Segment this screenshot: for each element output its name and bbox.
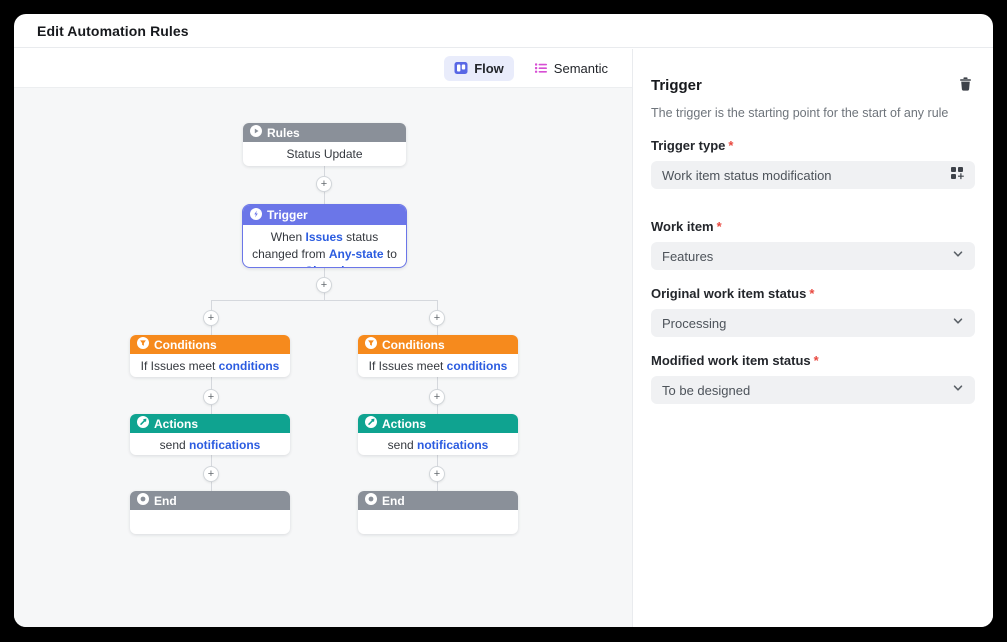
node-conditions-title: Conditions: [154, 337, 217, 352]
node-rules[interactable]: Rules Status Update: [243, 123, 406, 166]
node-end-left[interactable]: End: [130, 491, 290, 534]
add-node-button[interactable]: +: [203, 389, 219, 405]
node-end-title: End: [382, 493, 405, 508]
node-conditions-left[interactable]: Conditions If Issues meet conditions: [130, 335, 290, 377]
lightning-icon: [250, 207, 262, 223]
node-actions-title: Actions: [382, 416, 427, 431]
conditions-text: If Issues meet: [140, 359, 219, 373]
node-conditions-body: If Issues meet conditions: [130, 354, 290, 377]
conditions-text: If Issues meet: [368, 359, 447, 373]
trigger-text: to: [383, 246, 397, 261]
required-marker: *: [809, 286, 815, 301]
play-icon: [250, 125, 262, 140]
node-end-body: [130, 510, 290, 520]
node-actions-body: send notifications: [130, 433, 290, 455]
node-conditions-title: Conditions: [382, 337, 445, 352]
original-status-value: Processing: [662, 315, 727, 331]
chevron-down-icon: [952, 381, 964, 399]
stop-circle-icon: [365, 493, 377, 508]
actions-text: send: [387, 438, 417, 452]
trigger-text: status changed from: [252, 230, 379, 261]
filter-icon: [137, 337, 149, 352]
wrench-icon: [137, 416, 149, 431]
notifications-link[interactable]: notifications: [189, 438, 261, 452]
node-actions-right[interactable]: Actions send notifications: [358, 414, 518, 455]
add-node-button[interactable]: +: [316, 277, 332, 293]
trigger-text: When: [270, 230, 306, 244]
trigger-issues-link[interactable]: Issues: [305, 230, 343, 244]
filter-icon: [365, 337, 377, 352]
label-text: Original work item status: [651, 286, 807, 301]
trigger-closed-link[interactable]: Closed: [304, 264, 344, 267]
flow-canvas: + + + + + + + + Rules Status Update: [14, 88, 632, 627]
node-trigger-title: Trigger: [267, 208, 308, 222]
node-trigger[interactable]: Trigger When Issues status changed from …: [242, 204, 407, 268]
notifications-link[interactable]: notifications: [417, 438, 489, 452]
trigger-type-value: Work item status modification: [662, 167, 832, 183]
label-text: Trigger type: [651, 138, 726, 153]
required-marker: *: [728, 138, 734, 153]
label-text: Work item: [651, 219, 714, 234]
node-end-body: [358, 510, 518, 520]
stop-circle-icon: [137, 493, 149, 508]
chevron-down-icon: [952, 314, 964, 332]
flow-icon: [454, 61, 468, 75]
page-title: Edit Automation Rules: [37, 22, 189, 39]
node-actions-body: send notifications: [358, 433, 518, 455]
delete-trigger-button[interactable]: [956, 74, 975, 97]
node-actions-left[interactable]: Actions send notifications: [130, 414, 290, 455]
edit-automation-rules-dialog: Edit Automation Rules Flow Semantic: [14, 14, 993, 627]
work-item-select[interactable]: Features: [651, 242, 975, 270]
add-node-button[interactable]: +: [316, 176, 332, 192]
trigger-config-panel: Trigger The trigger is the starting poin…: [633, 49, 993, 627]
trigger-type-field[interactable]: Work item status modification: [651, 161, 975, 189]
node-end-right[interactable]: End: [358, 491, 518, 534]
category-picker-icon[interactable]: [950, 166, 964, 185]
required-marker: *: [716, 219, 722, 234]
required-marker: *: [813, 353, 819, 368]
original-status-label: Original work item status *: [651, 286, 975, 301]
modified-status-label: Modified work item status *: [651, 353, 975, 368]
view-toolbar: Flow Semantic: [14, 49, 632, 88]
dialog-titlebar: Edit Automation Rules: [14, 14, 993, 48]
chevron-down-icon: [952, 247, 964, 265]
label-text: Modified work item status: [651, 353, 811, 368]
tab-semantic-label: Semantic: [553, 60, 608, 76]
node-trigger-body: When Issues status changed from Any-stat…: [243, 225, 406, 267]
trigger-anystate-link[interactable]: Any-state: [328, 246, 384, 261]
add-node-button[interactable]: +: [429, 466, 445, 482]
wrench-icon: [365, 416, 377, 431]
semantic-list-icon: [534, 61, 548, 75]
node-conditions-right[interactable]: Conditions If Issues meet conditions: [358, 335, 518, 377]
panel-title: Trigger: [651, 77, 702, 94]
tab-semantic[interactable]: Semantic: [524, 56, 618, 81]
add-node-button[interactable]: +: [429, 389, 445, 405]
trash-icon: [958, 76, 973, 95]
panel-description: The trigger is the starting point for th…: [651, 106, 949, 120]
actions-text: send: [159, 438, 189, 452]
node-rules-body: Status Update: [286, 147, 363, 161]
node-end-title: End: [154, 493, 177, 508]
original-status-select[interactable]: Processing: [651, 309, 975, 337]
modified-status-value: To be designed: [662, 382, 751, 398]
add-node-button[interactable]: +: [203, 310, 219, 326]
conditions-link[interactable]: conditions: [446, 359, 508, 373]
add-node-button[interactable]: +: [429, 310, 445, 326]
node-actions-title: Actions: [154, 416, 199, 431]
node-rules-title: Rules: [267, 125, 300, 140]
work-item-label: Work item *: [651, 219, 975, 234]
conditions-link[interactable]: conditions: [218, 359, 280, 373]
connector: [211, 300, 438, 301]
tab-flow-label: Flow: [474, 60, 504, 76]
add-node-button[interactable]: +: [203, 466, 219, 482]
tab-flow[interactable]: Flow: [444, 55, 514, 81]
work-item-value: Features: [662, 248, 714, 264]
trigger-type-label: Trigger type *: [651, 138, 975, 153]
modified-status-select[interactable]: To be designed: [651, 376, 975, 404]
node-conditions-body: If Issues meet conditions: [358, 354, 518, 377]
